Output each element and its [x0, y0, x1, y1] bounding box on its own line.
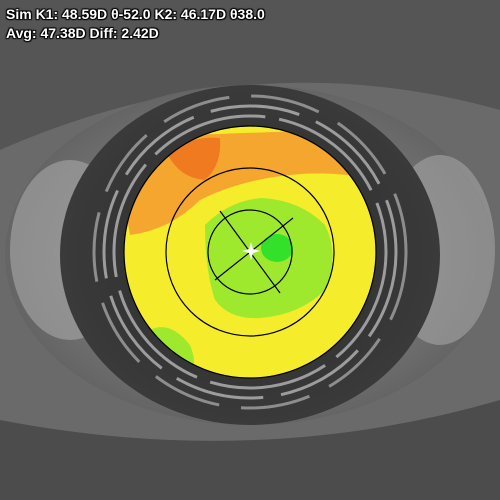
avg-label: Avg: [6, 25, 37, 41]
avg-value: 47.38D [40, 25, 86, 41]
placido-ring-1 [112, 114, 388, 390]
lower-lid-shadow [0, 400, 500, 500]
k1-axis-value: -52.0 [118, 6, 151, 22]
k2-axis-symbol: θ [229, 6, 238, 22]
crosshair-star-icon [242, 242, 260, 260]
k1-axis-symbol: θ [111, 6, 119, 22]
upper-lid-shadow [0, 0, 500, 150]
diff-value: 2.42D [121, 25, 159, 41]
placido-rings [92, 94, 408, 410]
k2-label: K2: [154, 6, 178, 22]
diff-label: Diff: [89, 25, 118, 41]
k2-axis-value: 38.0 [237, 6, 265, 22]
k2-axis-line [214, 217, 294, 281]
reference-circle-inner [207, 209, 293, 295]
map-boundary [123, 125, 377, 379]
reference-circles [165, 167, 335, 337]
k2-value: 46.17D [180, 6, 227, 22]
k1-value: 48.59D [62, 6, 108, 22]
placido-ring-2 [102, 104, 398, 400]
placido-ring-3 [92, 94, 408, 410]
keratometry-readout-line-1: Sim K1: 48.59D θ-52.0 K2: 46.17D θ38.0 [6, 6, 265, 22]
k1-label: Sim K1: [6, 6, 59, 22]
map-region-green [261, 234, 293, 262]
map-region-steep [168, 137, 221, 180]
reference-circle-middle [165, 167, 335, 337]
keratometry-readout-line-2: Avg: 47.38D Diff: 2.42D [6, 25, 159, 41]
